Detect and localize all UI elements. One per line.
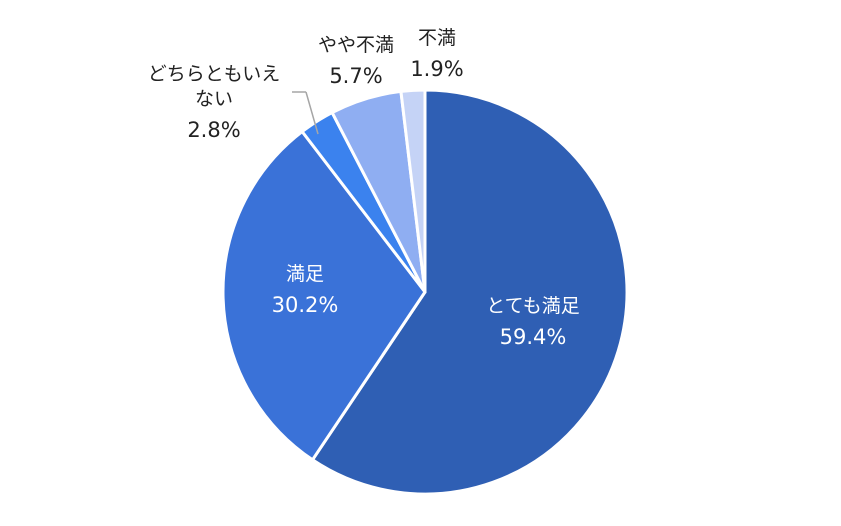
slice-dissatisfied bbox=[399, 88, 427, 294]
slice-value-very-satisfied: 59.4% bbox=[500, 325, 567, 349]
slice-label-neutral-line1: どちらともいえ bbox=[148, 63, 281, 85]
slice-label-neutral-line2: ない bbox=[195, 88, 233, 110]
slice-label-very-satisfied: とても満足 bbox=[486, 295, 579, 317]
slice-label-satisfied: 満足 bbox=[286, 263, 324, 285]
slice-label-somewhat-dissatisfied: やや不満 bbox=[318, 34, 394, 56]
slice-very-satisfied bbox=[311, 88, 629, 496]
slice-label-dissatisfied: 不満 bbox=[418, 27, 456, 49]
slices-layer bbox=[221, 88, 629, 496]
slice-value-satisfied: 30.2% bbox=[272, 293, 339, 317]
leader-line-neutral bbox=[305, 91, 319, 135]
slice-value-dissatisfied: 1.9% bbox=[410, 57, 463, 81]
slice-value-somewhat-dissatisfied: 5.7% bbox=[329, 64, 382, 88]
slice-satisfied bbox=[221, 130, 427, 462]
slice-value-neutral: 2.8% bbox=[187, 118, 240, 142]
